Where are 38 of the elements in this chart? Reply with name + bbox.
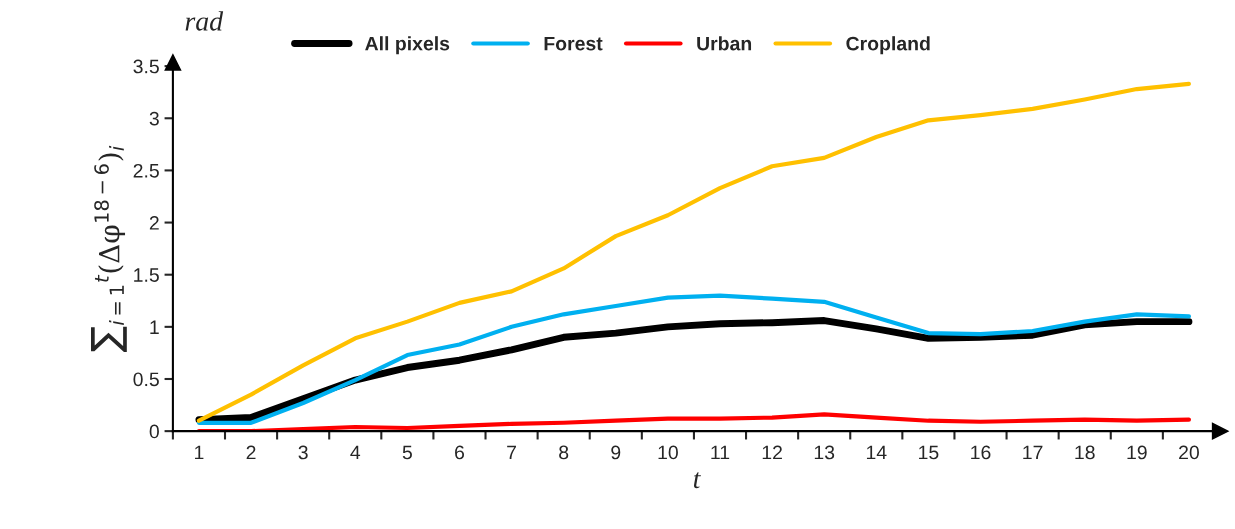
line-series [196,81,1192,423]
x-tick-label: 14 [866,445,887,460]
y-axis-title: ∑$_{i=1}$$^{t}$(Δφ$^{18−6}$)$_{i}$ [91,145,127,352]
y-tick-label: 1 [150,320,159,334]
x-tick-label: 15 [919,445,939,460]
x-tick-label: 10 [658,445,678,460]
text: rad [185,11,224,31]
legend-label: Urban [697,36,752,51]
x-tick-label: 8 [559,445,569,460]
x-tick-label: 20 [1179,445,1199,460]
x-tick-label: 19 [1127,445,1147,460]
y-tick-label: 0.5 [133,372,159,387]
y-tick-label: 1.5 [134,268,159,282]
x-tick-label: 11 [711,445,730,460]
x-tick-label: 5 [402,445,412,460]
y-tick-label: 2.5 [133,163,159,178]
y-tick-label: 2 [149,216,159,230]
x-tick-label: 9 [611,445,621,460]
x-tick-label: 17 [1023,445,1043,460]
line-series [196,293,1192,425]
y-tick-label: 0 [149,424,159,439]
y-tick-label: 3.5 [133,59,159,74]
x-tick-label: 3 [298,445,308,460]
x-tick-label: 18 [1075,445,1095,460]
x-tick-label: 16 [971,445,991,460]
legend-label: Cropland [846,36,930,55]
line-series [196,412,1192,432]
x-tick-label: 7 [507,445,516,460]
x-tick-label: 2 [246,445,256,460]
legend-label: Forest [544,36,603,51]
legend-label: All pixels [365,36,450,55]
x-tick-label: 13 [814,445,835,460]
x-axis-title: t [693,472,701,489]
x-tick-label: 12 [762,445,782,460]
y-tick-label: 3 [149,111,159,126]
x-tick-label: 6 [455,445,465,460]
x-tick-label: 1 [195,445,204,460]
x-tick-label: 4 [350,445,361,460]
